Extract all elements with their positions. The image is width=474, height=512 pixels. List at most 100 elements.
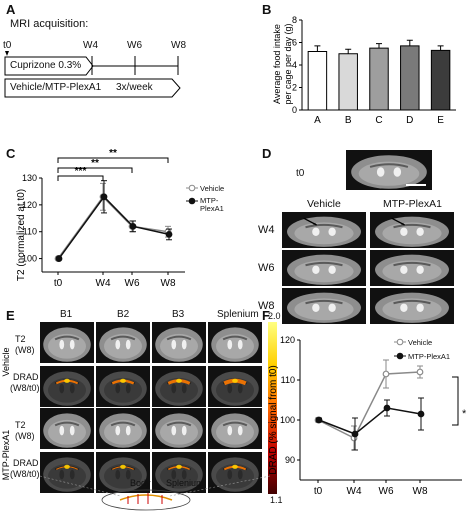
d-col-mtp: MTP-PlexA1	[383, 198, 442, 210]
brain-corpus-callosum	[54, 421, 80, 427]
brain-ventricle-right	[125, 469, 131, 480]
brain-slice-icon	[155, 413, 203, 448]
brain-corpus-callosum	[305, 299, 343, 305]
brain-ventricle-left	[59, 339, 65, 350]
brain-ventricle-left	[59, 469, 65, 480]
brain-ventricle-left	[227, 339, 233, 350]
e-colorbar	[268, 322, 277, 494]
brain-drad-hotspot	[176, 464, 182, 469]
brain-ventricle-right	[69, 383, 75, 394]
brain-ventricle-right	[181, 469, 187, 480]
d-mri-vehicle-w4	[282, 212, 366, 248]
f-significance: *	[462, 408, 467, 420]
brain-ventricle-right	[416, 303, 424, 313]
e-group-mtp: MTP-PlexA1	[1, 430, 11, 481]
panel-label-e: E	[6, 308, 15, 323]
c-sig-label: **	[109, 148, 117, 159]
brain-slice-icon	[43, 371, 91, 406]
brain-cortex	[103, 463, 143, 489]
brain-ventricle-right	[328, 265, 336, 275]
brain-ventricle-left	[115, 383, 121, 394]
e-mri-r2-c4	[208, 366, 262, 407]
brain-drad-hotspot	[120, 378, 126, 383]
brain-ventricle-left	[115, 469, 121, 480]
brain-slice-icon	[211, 327, 259, 362]
brain-ventricle-left	[376, 167, 385, 177]
e-row3-t2-sub: (W8)	[15, 431, 35, 441]
f-ytick-label: 90	[285, 455, 295, 465]
panel-label-a: A	[6, 2, 16, 17]
brain-cortex	[294, 298, 354, 321]
f-series-line	[318, 407, 422, 435]
f-ytick-label: 120	[280, 335, 295, 345]
brain-ventricle-left	[171, 339, 177, 350]
brain-slice-icon	[155, 371, 203, 406]
brain-slice-icon	[287, 292, 361, 323]
brain-ventricle-left	[115, 425, 121, 436]
c-sig-bracket	[57, 175, 104, 181]
f-point	[315, 416, 323, 424]
f-ytick-label: 100	[280, 415, 295, 425]
d-mri-mtp-w4	[370, 212, 454, 248]
brain-slice-icon	[43, 413, 91, 448]
e-mri-r1-c2	[96, 322, 150, 363]
e-row1-t2: T2	[15, 334, 26, 344]
brain-ventricle-right	[125, 383, 131, 394]
c-ytick-label: 110	[23, 227, 37, 237]
d-mri-t0	[346, 150, 432, 190]
d-col-vehicle: Vehicle	[307, 198, 341, 210]
timepoint-w6: W6	[127, 40, 142, 51]
c-legend-mtp2: PlexA1	[200, 204, 224, 213]
brain-ventricle-right	[125, 425, 131, 436]
brain-slice-icon	[287, 216, 361, 247]
e-mri-r3-c1	[40, 408, 94, 449]
brain-ventricle-left	[227, 383, 233, 394]
brain-ventricle-left	[400, 303, 408, 313]
brain-corpus-callosum	[369, 163, 409, 168]
e-mri-r2-c2	[96, 366, 150, 407]
brain-ventricle-left	[171, 383, 177, 394]
c-series-line	[58, 195, 170, 260]
timepoint-w8: W8	[171, 40, 186, 51]
f-ylabel: DRAD (% signal from t0)	[266, 360, 282, 480]
brain-drad-hotspot	[120, 464, 126, 469]
timepoint-t0: t0	[3, 40, 12, 51]
brain-corpus-callosum	[110, 421, 136, 427]
e-row3-t2: T2	[15, 420, 26, 430]
brain-ventricle-right	[393, 167, 402, 177]
c-legend-marker-mtp	[188, 197, 196, 205]
brain-corpus-callosum	[222, 421, 248, 427]
d-mri-vehicle-w6	[282, 250, 366, 286]
brain-corpus-callosum	[393, 223, 431, 229]
brain-ventricle-right	[181, 383, 187, 394]
brain-ventricle-right	[125, 339, 131, 350]
c-point	[55, 255, 63, 262]
scale-bar	[406, 184, 426, 186]
brain-slice-icon	[43, 327, 91, 362]
brain-cortex	[47, 463, 87, 489]
brain-ventricle-right	[181, 339, 187, 350]
c-sig-bracket	[57, 167, 133, 173]
e-row1-t2-sub: (W8)	[15, 345, 35, 355]
f-ytick-label: 110	[281, 375, 295, 385]
brain-slice-icon	[375, 292, 449, 323]
brain-cortex	[294, 260, 354, 283]
brain-cortex	[103, 419, 143, 445]
brain-cortex	[294, 222, 354, 245]
f-xtick-label: W4	[347, 486, 362, 497]
brain-ventricle-left	[312, 303, 320, 313]
panel-label-b: B	[262, 2, 272, 17]
brain-corpus-callosum	[54, 335, 80, 341]
brain-ventricle-right	[237, 469, 243, 480]
brain-ventricle-right	[237, 383, 243, 394]
e-col-b1: B1	[60, 309, 73, 320]
e-row4-drad: DRAD	[13, 458, 39, 468]
d-row-w8: W8	[258, 300, 275, 312]
f-point	[351, 430, 359, 438]
cuprizone-arrow	[4, 56, 94, 76]
b-category-label: A	[314, 115, 321, 126]
timeline-title: MRI acquisition:	[10, 18, 89, 30]
e-group-labels: Vehicle MTP-PlexA1	[1, 347, 11, 481]
brain-slice-icon	[375, 216, 449, 247]
brain-corpus-callosum	[166, 335, 192, 341]
